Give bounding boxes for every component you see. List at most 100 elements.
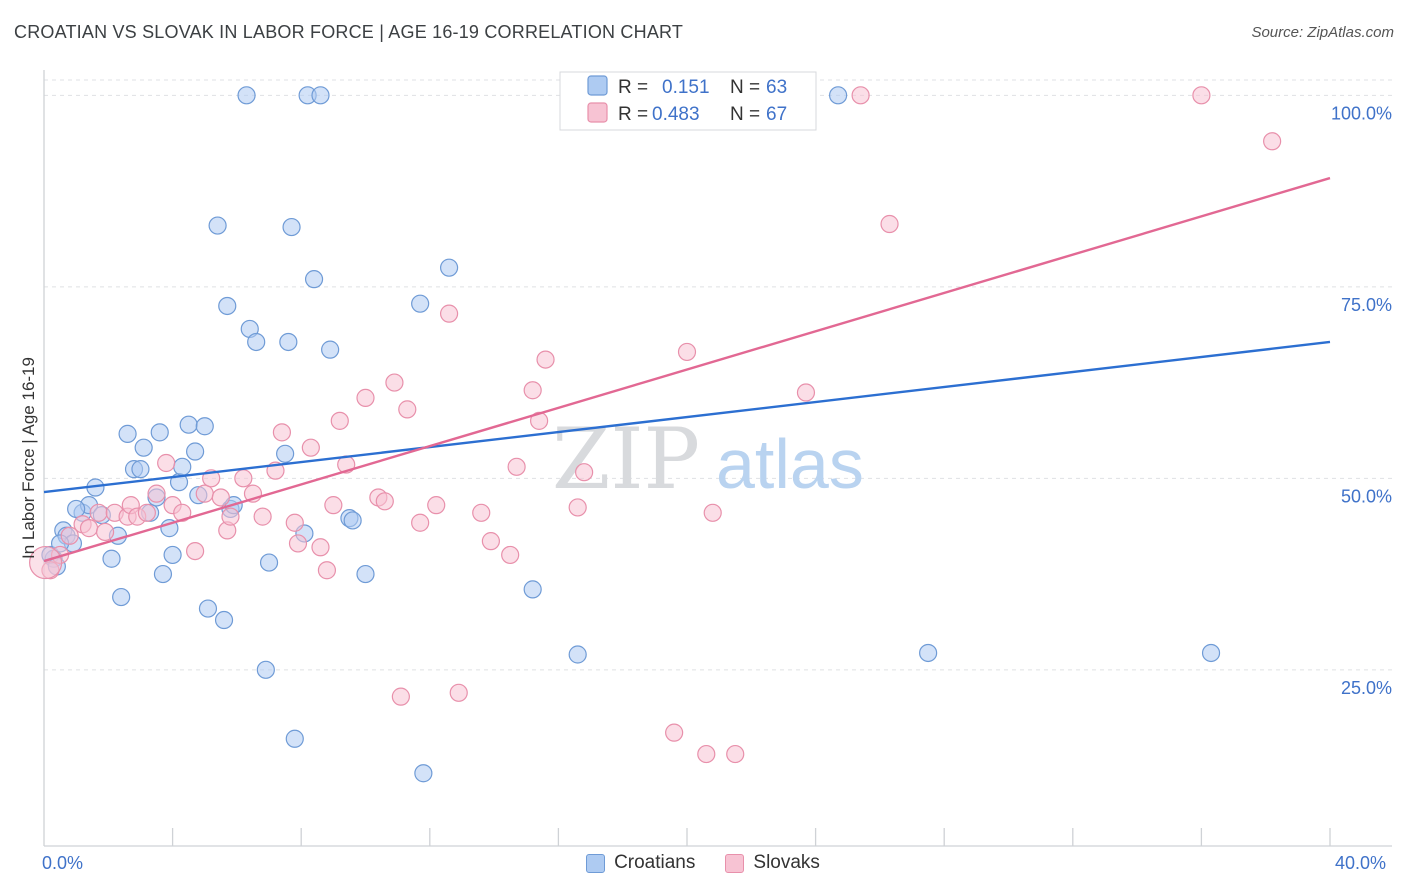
point-slovak [501,545,520,565]
point-slovak [375,492,394,511]
legend-item-croatians[interactable]: Croatians [586,852,695,874]
point-slovak [439,304,459,323]
point-slovak [880,214,899,234]
legend-inset-swatch-slovaks [587,102,608,123]
point-croatian [279,332,298,352]
point-slovak [472,503,491,522]
point-croatian [343,511,362,530]
point-croatian [304,270,324,289]
point-croatian [173,457,192,476]
legend-label-slovaks: Slovaks [753,852,820,873]
point-slovak-cluster [29,545,63,580]
legend-inset-swatch-croatians [587,75,608,96]
point-slovak [311,538,330,557]
point-croatian [247,332,266,352]
point-slovak [324,496,343,515]
watermark: ZIP atlas [552,410,864,508]
point-croatian [356,564,375,584]
point-slovak [398,400,417,419]
source-credit: Source: ZipAtlas.com [1251,24,1394,41]
point-slovak [253,507,272,526]
point-slovak [1192,86,1211,105]
gridlines [44,79,1392,671]
point-croatian [414,764,433,783]
point-slovak [385,373,404,392]
legend-n-value-1: 63 [766,77,787,98]
trend-line-slovaks [43,176,1331,563]
legend-r-label-2: R = [618,104,648,125]
point-slovak [95,522,115,542]
point-slovak [523,381,542,400]
point-slovak [568,498,587,517]
legend-r-value-1: 0.151 [662,77,710,98]
legend-bottom: Croatians Slovaks [0,852,1406,874]
point-slovak [272,423,292,442]
legend-label-croatians: Croatians [614,852,696,873]
point-croatian [439,258,459,277]
y-tick-label: 25.0% [1341,678,1392,698]
x-tick-label-min: 0.0% [42,853,83,873]
point-slovak [317,561,337,580]
point-slovak [195,484,214,503]
chart-title: CROATIAN VS SLOVAK IN LABOR FORCE | AGE … [14,22,684,42]
point-slovak [60,526,79,545]
point-slovak [186,541,205,561]
y-axis-label: In Labor Force | Age 16-19 [19,357,38,559]
point-croatian [1201,643,1221,663]
point-croatian [282,217,301,237]
point-croatian [214,610,234,630]
point-croatian [829,86,848,105]
point-croatian [195,417,214,436]
legend-swatch-slovaks [725,853,745,873]
y-axis-tick-labels: 25.0% 50.0% 75.0% 100.0% [1331,103,1392,698]
point-croatian [198,599,218,618]
point-slovak [677,342,697,362]
point-slovak [89,503,108,522]
y-tick-label: 50.0% [1341,486,1392,506]
point-slovak [285,513,304,532]
watermark-atlas: atlas [716,425,864,503]
point-croatian [411,294,430,313]
point-slovak [427,496,446,515]
point-croatian [153,564,173,584]
point-croatian [179,415,198,434]
point-croatian [150,423,169,442]
axes [43,70,1392,847]
point-croatian [321,340,340,359]
point-croatian [208,216,227,235]
series-slovaks [29,86,1282,764]
point-slovak [796,383,816,402]
trend-line-croatians [43,340,1331,494]
legend-swatch-croatians [586,853,606,873]
legend-n-label-1: N = [730,77,760,98]
point-croatian [285,729,304,748]
point-croatian [237,86,256,105]
point-slovak [449,683,468,702]
point-croatian [259,553,279,572]
point-slovak [391,687,410,706]
point-slovak [288,534,308,553]
legend-inset: R = 0.151 N = 63 R = 0.483 N = 67 [559,71,817,131]
point-croatian [523,580,542,599]
y-tick-label: 75.0% [1341,295,1392,315]
legend-n-value-2: 67 [766,104,787,125]
point-slovak [575,463,594,482]
point-croatian [102,549,121,568]
legend-r-value-2: 0.483 [652,104,700,125]
point-croatian [67,499,86,519]
point-croatian [118,424,137,443]
point-croatian [919,643,938,663]
legend-item-slovaks[interactable]: Slovaks [725,852,820,874]
x-axis-ticks [171,828,1331,846]
legend-r-label-1: R = [618,77,648,98]
point-slovak [211,488,230,507]
point-slovak [536,350,555,369]
point-slovak [137,503,156,522]
watermark-zip: ZIP [552,410,700,508]
point-slovak [726,744,745,764]
point-slovak [507,457,526,476]
point-slovak [665,723,684,742]
point-slovak [234,469,253,488]
point-croatian [163,545,182,565]
